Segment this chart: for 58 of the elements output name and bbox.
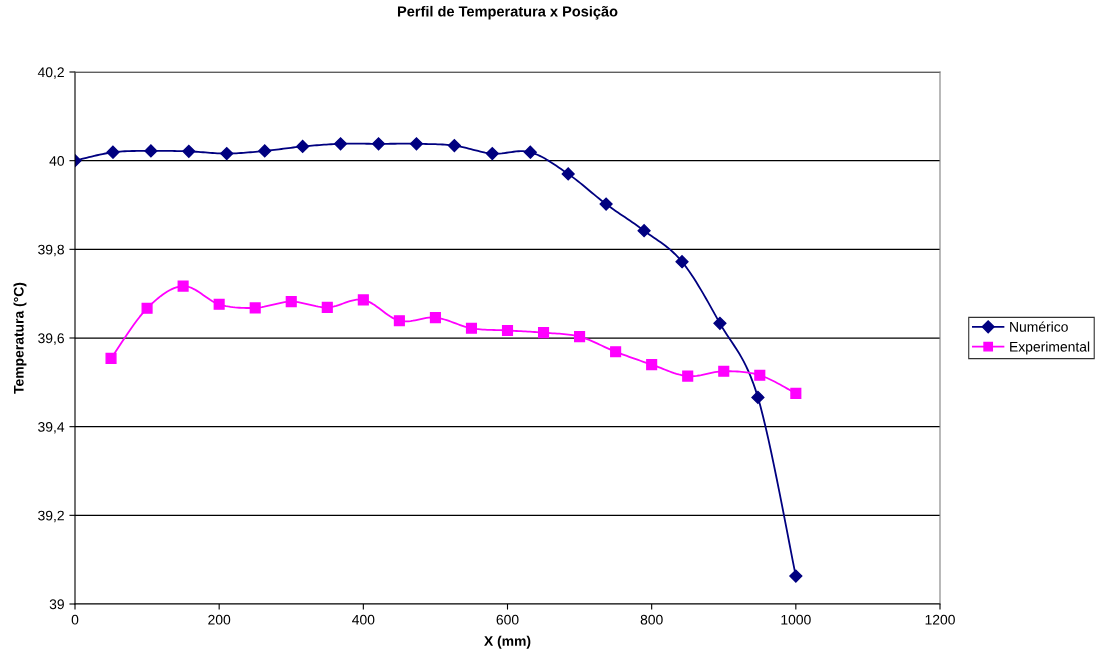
point: [371, 137, 386, 151]
y-axis-title: Temperatura (°C): [13, 282, 27, 394]
point: [220, 146, 234, 161]
x-tick-label: 200: [208, 614, 231, 625]
point: [285, 296, 297, 308]
point: [599, 197, 613, 211]
point: [182, 144, 196, 158]
x-tick-label: 600: [496, 614, 519, 625]
point: [144, 144, 158, 158]
point: [141, 302, 153, 314]
point: [321, 301, 333, 313]
y-tick-label: 40,2: [37, 67, 64, 79]
point: [523, 145, 537, 159]
point: [682, 370, 694, 382]
point: [429, 312, 441, 324]
legend-label: Experimental: [1010, 341, 1090, 355]
legend-label: Numérico: [1010, 321, 1068, 332]
y-tick-label: 39: [49, 599, 64, 610]
point: [675, 255, 689, 269]
point: [177, 280, 189, 292]
point: [409, 137, 424, 151]
point: [790, 387, 802, 399]
point: [485, 146, 499, 161]
y-tick-label: 40: [49, 156, 65, 166]
x-axis-title: X (mm): [484, 635, 531, 649]
point: [574, 331, 586, 343]
point: [646, 359, 658, 371]
x-tick-label: 800: [640, 614, 663, 625]
point: [718, 365, 730, 377]
y-tick-label: 39,6: [38, 333, 64, 345]
y-tick-label: 39,8: [38, 244, 64, 257]
point: [333, 137, 348, 151]
point: [637, 224, 651, 238]
point: [754, 369, 766, 381]
chart-title: Perfil de Temperatura x Posição: [397, 5, 618, 20]
point: [751, 390, 765, 404]
point: [610, 346, 622, 358]
point: [537, 327, 550, 339]
point: [561, 167, 575, 181]
point: [393, 315, 405, 327]
point: [249, 302, 261, 314]
x-tick-label: 1000: [781, 614, 811, 625]
point: [713, 316, 727, 330]
point: [105, 352, 117, 364]
y-tick-label: 39,4: [38, 422, 65, 434]
point: [447, 139, 461, 153]
point: [465, 322, 478, 334]
point: [501, 324, 514, 337]
point: [789, 569, 803, 583]
x-tick-label: 1200: [925, 614, 955, 625]
point: [357, 294, 369, 306]
x-tick-label: 0: [71, 614, 79, 625]
point: [258, 144, 272, 158]
point: [106, 145, 120, 159]
point: [213, 298, 225, 310]
point: [296, 139, 310, 154]
y-tick-label: 39,2: [38, 510, 64, 523]
x-tick-label: 400: [352, 614, 375, 625]
